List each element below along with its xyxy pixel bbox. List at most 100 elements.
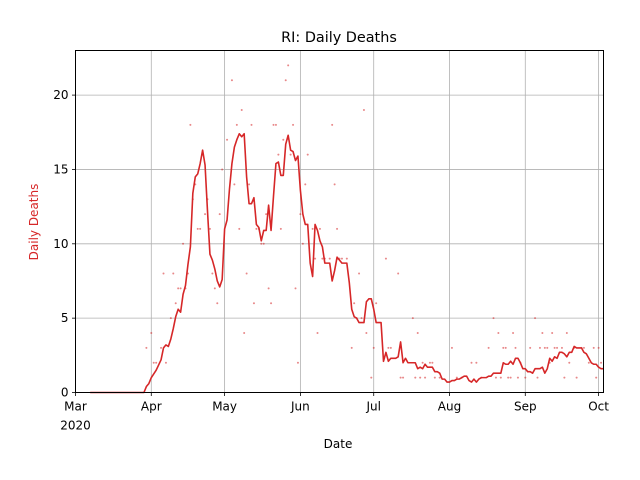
x-tick-label: Oct — [588, 400, 609, 414]
daily-death-point — [362, 108, 365, 111]
daily-death-point — [375, 302, 378, 305]
daily-death-point — [211, 272, 214, 275]
daily-death-point — [323, 257, 326, 260]
daily-death-point — [328, 257, 331, 260]
daily-death-point — [397, 272, 400, 275]
daily-death-point — [182, 242, 185, 245]
daily-death-point — [331, 123, 334, 126]
y-tick-label: 15 — [53, 162, 68, 176]
daily-death-point — [597, 346, 600, 349]
daily-death-point — [573, 346, 576, 349]
daily-death-point — [592, 346, 595, 349]
daily-death-point — [150, 332, 153, 335]
daily-death-point — [504, 346, 507, 349]
daily-death-point — [419, 376, 422, 379]
daily-death-point — [370, 376, 373, 379]
daily-death-point — [292, 123, 295, 126]
daily-death-point — [240, 108, 243, 111]
daily-death-point — [524, 376, 527, 379]
daily-death-point — [529, 346, 532, 349]
daily-death-point — [402, 376, 405, 379]
daily-death-point — [460, 376, 463, 379]
daily-death-point — [353, 302, 356, 305]
daily-death-point — [358, 272, 361, 275]
daily-death-point — [582, 346, 585, 349]
daily-death-point — [355, 317, 358, 320]
daily-death-point — [160, 346, 163, 349]
y-axis-label: Daily Deaths — [27, 184, 41, 261]
daily-death-point — [230, 79, 233, 82]
daily-death-point — [213, 287, 216, 290]
daily-death-point — [208, 227, 211, 230]
daily-death-point — [260, 242, 263, 245]
daily-death-point — [563, 376, 566, 379]
daily-death-point — [387, 346, 390, 349]
x-tick-label: Aug — [438, 400, 461, 414]
chart-title: RI: Daily Deaths — [281, 30, 397, 46]
daily-death-point — [414, 376, 417, 379]
daily-death-point — [519, 361, 522, 364]
daily-death-point — [277, 153, 280, 156]
daily-death-point — [272, 123, 275, 126]
daily-death-point — [152, 361, 155, 364]
daily-death-point — [262, 242, 265, 245]
daily-death-point — [250, 123, 253, 126]
daily-death-point — [575, 376, 578, 379]
daily-death-point — [546, 346, 549, 349]
daily-death-point — [296, 361, 299, 364]
daily-death-point — [301, 242, 304, 245]
daily-death-point — [279, 227, 282, 230]
x-tick-sublabel: 2020 — [60, 419, 91, 433]
daily-death-point — [338, 257, 341, 260]
daily-death-point — [186, 272, 189, 275]
daily-death-point — [318, 227, 321, 230]
daily-death-point — [282, 138, 285, 141]
daily-death-point — [164, 361, 167, 364]
daily-death-point — [267, 287, 270, 290]
daily-death-point — [399, 376, 402, 379]
daily-death-point — [238, 227, 241, 230]
daily-death-point — [534, 317, 537, 320]
daily-death-point — [553, 346, 556, 349]
x-tick-label: Apr — [141, 400, 162, 414]
daily-death-point — [384, 257, 387, 260]
daily-death-point — [299, 213, 302, 216]
daily-death-point — [580, 346, 583, 349]
daily-death-point — [411, 317, 414, 320]
daily-death-point — [516, 376, 519, 379]
daily-death-point — [551, 332, 554, 335]
daily-death-point — [536, 376, 539, 379]
daily-death-point — [492, 317, 495, 320]
daily-death-point — [314, 257, 317, 260]
daily-death-point — [252, 302, 255, 305]
daily-death-point — [155, 361, 158, 364]
daily-death-point — [206, 198, 209, 201]
daily-death-point — [494, 376, 497, 379]
daily-death-point — [345, 257, 348, 260]
daily-death-point — [199, 227, 202, 230]
daily-death-point — [497, 332, 500, 335]
daily-death-point — [265, 213, 268, 216]
daily-death-point — [433, 376, 436, 379]
daily-death-point — [587, 361, 590, 364]
daily-death-point — [294, 287, 297, 290]
x-axis-ticks: Mar 2020 Apr May Jun Jul Aug Sep Oct — [60, 392, 609, 433]
daily-death-point — [365, 332, 368, 335]
daily-death-point — [487, 346, 490, 349]
daily-death-point — [499, 376, 502, 379]
daily-death-point — [480, 376, 483, 379]
x-tick-label: Jun — [290, 400, 310, 414]
daily-death-point — [248, 183, 251, 186]
y-tick-label: 0 — [61, 386, 69, 400]
daily-death-point — [548, 361, 551, 364]
y-axis-ticks: 0 5 10 15 20 — [53, 88, 76, 400]
daily-death-point — [235, 123, 238, 126]
x-axis-label: Date — [324, 437, 353, 451]
daily-death-point — [431, 361, 434, 364]
daily-death-point — [194, 183, 197, 186]
daily-death-point — [270, 302, 273, 305]
daily-death-point — [216, 302, 219, 305]
daily-death-point — [184, 287, 187, 290]
daily-death-point — [287, 64, 290, 67]
